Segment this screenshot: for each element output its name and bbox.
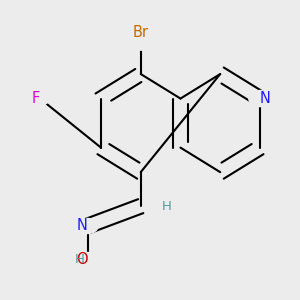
Text: H: H	[75, 254, 85, 266]
Text: O: O	[76, 253, 88, 268]
Ellipse shape	[249, 91, 271, 106]
Ellipse shape	[77, 253, 98, 268]
Text: Br: Br	[133, 25, 149, 40]
Ellipse shape	[77, 218, 98, 233]
Text: F: F	[32, 91, 40, 106]
Ellipse shape	[31, 92, 49, 105]
Text: H: H	[161, 200, 171, 213]
Text: N: N	[77, 218, 88, 233]
Text: N: N	[260, 91, 271, 106]
Ellipse shape	[127, 30, 155, 50]
